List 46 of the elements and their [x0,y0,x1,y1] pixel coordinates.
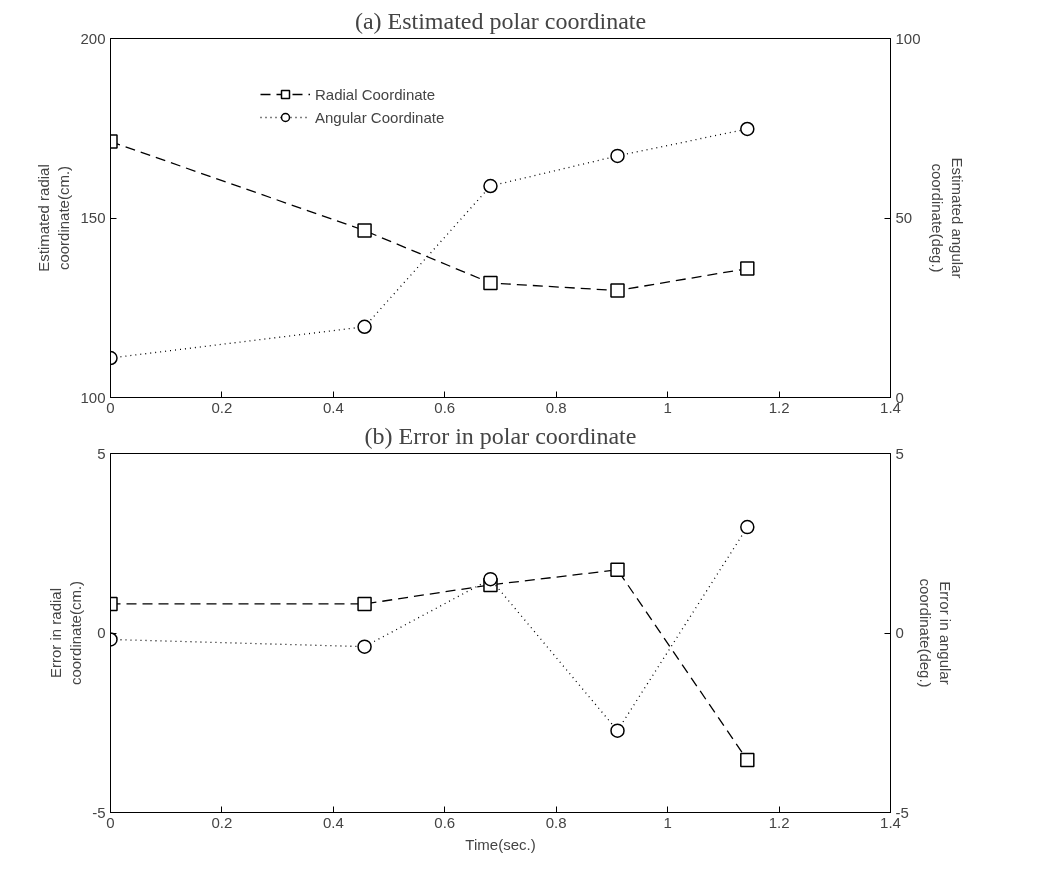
x-tick-label: 0.6 [434,398,456,416]
y2-tick-label: 100 [895,29,921,47]
x-tick-label: 0.2 [211,398,233,416]
point [357,639,372,654]
x-tick-label: 0.8 [545,398,567,416]
x-tick-label: 0.6 [434,813,456,831]
chart-title: (b) Error in polar coordinate [364,422,637,449]
point [610,562,625,578]
x-tick-label: 0.4 [322,398,344,416]
point [610,283,625,298]
y-tick-label: 150 [80,209,106,226]
y2-axis-title: Estimated angular coordinate(deg.) [928,157,966,279]
x-axis-title: Time(sec.) [465,835,536,853]
y2-tick-label: 5 [895,444,904,462]
y2-tick-label: 50 [895,209,913,226]
y-axis-title: Error in radial coordinate(cm.) [46,580,85,686]
point [740,752,755,768]
x-tick-label: 1.2 [768,813,790,831]
x-tick-label: 1.2 [768,398,790,416]
point [610,723,625,738]
y-tick-label: 100 [80,388,106,406]
point [740,261,755,276]
y-tick-label: 5 [97,444,106,462]
legend-label: Angular Coordinate [315,108,445,126]
legend-label: Radial Coordinate [315,85,436,103]
point [483,178,498,194]
y-tick-label: 200 [80,29,106,47]
point [483,571,498,587]
x-tick-label: 1 [663,813,672,831]
y2-tick-label: 0 [895,624,904,641]
x-tick-label: 0.2 [211,813,233,831]
y-tick-label: 0 [97,624,106,641]
point [740,519,755,535]
x-tick-label: 1 [663,398,672,416]
point [357,223,372,238]
point [357,596,372,612]
x-tick-label: 0.4 [322,813,344,831]
y2-axis-title: Error in angular coordinate(deg.) [916,578,955,688]
point [357,319,372,335]
point [483,275,498,291]
point [610,148,625,164]
point [740,121,755,137]
y-tick-label: -5 [92,803,106,821]
x-tick-label: 0.8 [545,813,567,831]
y-axis-title: Estimated radial coordinate(cm.) [35,164,73,272]
chart-title: (a) Estimated polar coordinate [354,7,647,34]
